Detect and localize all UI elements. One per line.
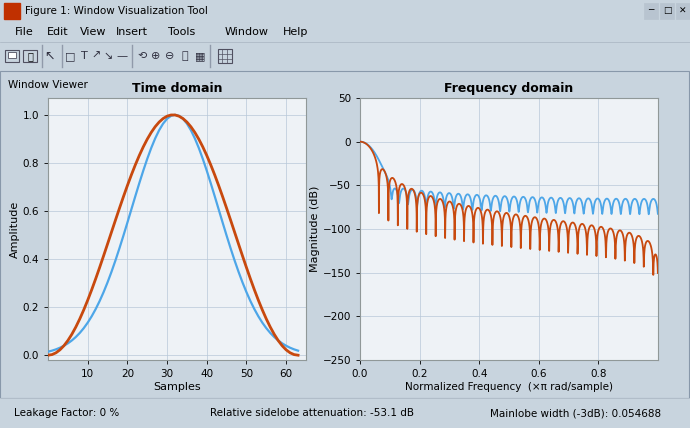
Bar [23,50,37,62]
X-axis label: Normalized Frequency  (×π rad/sample): Normalized Frequency (×π rad/sample) [405,382,613,392]
Text: View: View [80,27,106,37]
Text: Help: Help [283,27,308,37]
Bar [5,50,19,62]
Text: ▦: ▦ [195,51,205,61]
Text: Mainlobe width (-3dB): 0.054688: Mainlobe width (-3dB): 0.054688 [490,408,661,418]
Text: 📂: 📂 [27,51,33,61]
Text: □: □ [65,51,75,61]
Y-axis label: Magnitude (dB): Magnitude (dB) [310,186,319,272]
Text: Window Viewer: Window Viewer [8,80,88,90]
Text: □: □ [663,6,671,15]
Text: ⊖: ⊖ [166,51,175,61]
Text: Insert: Insert [116,27,148,37]
Bar [660,3,674,19]
Text: ⊕: ⊕ [151,51,161,61]
Text: Edit: Edit [47,27,68,37]
Text: File: File [15,27,34,37]
Text: ↖: ↖ [45,50,55,62]
Text: ─: ─ [649,6,653,15]
Y-axis label: Amplitude: Amplitude [10,200,20,258]
Bar [218,49,232,63]
Text: Figure 1: Window Visualization Tool: Figure 1: Window Visualization Tool [25,6,208,16]
X-axis label: Samples: Samples [153,382,201,392]
Text: Relative sidelobe attenuation: -53.1 dB: Relative sidelobe attenuation: -53.1 dB [210,408,414,418]
Text: ⛶: ⛶ [181,51,188,61]
Bar [8,52,16,58]
Text: ↗: ↗ [91,51,101,61]
Text: ↘: ↘ [104,51,112,61]
Title: Time domain: Time domain [132,83,222,95]
Text: Tools: Tools [168,27,195,37]
Text: —: — [117,51,128,61]
Title: Frequency domain: Frequency domain [444,83,573,95]
Text: ⟲: ⟲ [137,51,147,61]
Text: ✕: ✕ [679,6,687,15]
Text: Window: Window [225,27,269,37]
Bar [4,3,20,19]
Bar [644,3,658,19]
Bar [676,3,690,19]
Text: T: T [81,51,88,61]
Text: Leakage Factor: 0 %: Leakage Factor: 0 % [14,408,119,418]
